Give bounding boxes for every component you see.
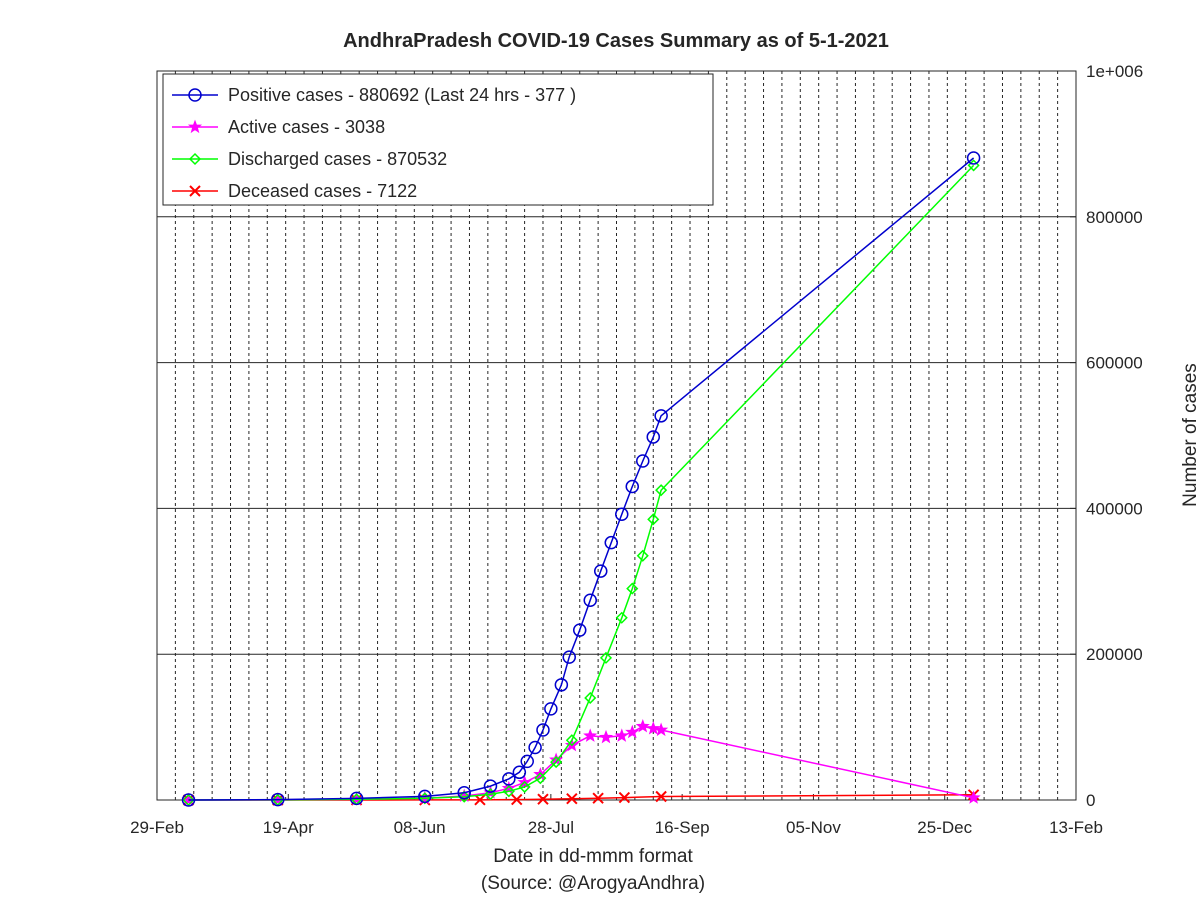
x-tick-label: 28-Jul xyxy=(528,818,574,837)
source-note: (Source: @ArogyaAndhra) xyxy=(481,873,705,894)
marker-circle xyxy=(583,593,597,608)
marker-x xyxy=(537,793,549,805)
marker-star xyxy=(614,728,629,742)
y-tick-label: 600000 xyxy=(1086,354,1143,373)
marker-circle xyxy=(593,564,608,578)
marker-diamond xyxy=(188,152,202,166)
series-circle xyxy=(181,151,981,807)
x-tick-label: 13-Feb xyxy=(1049,818,1103,837)
marker-circle xyxy=(646,430,661,444)
marker-diamond xyxy=(584,691,597,705)
chart-title: AndhraPradesh COVID-19 Cases Summary as … xyxy=(343,30,889,52)
marker-x xyxy=(474,794,486,806)
y-tick-label: 400000 xyxy=(1086,499,1143,518)
y-tick-label: 800000 xyxy=(1086,208,1143,227)
marker-circle xyxy=(520,754,534,769)
x-tick-label: 25-Dec xyxy=(917,818,972,837)
marker-diamond xyxy=(647,513,660,526)
x-axis-label: Date in dd-mmm format xyxy=(493,846,693,867)
x-tick-label: 16-Sep xyxy=(655,818,710,837)
marker-diamond xyxy=(550,756,563,769)
marker-circle xyxy=(615,507,629,521)
marker-diamond xyxy=(626,582,639,595)
marker-circle xyxy=(604,535,618,550)
marker-circle xyxy=(457,785,471,800)
marker-circle xyxy=(654,409,668,423)
marker-x xyxy=(511,793,523,806)
marker-circle xyxy=(188,88,202,102)
marker-circle xyxy=(349,791,364,806)
marker-star xyxy=(966,790,981,804)
marker-circle xyxy=(572,623,587,637)
marker-circle xyxy=(554,678,569,692)
legend-entry-label: Active cases - 3038 xyxy=(228,117,385,137)
legend-entry-label: Deceased cases - 7122 xyxy=(228,181,417,201)
marker-circle xyxy=(625,479,640,494)
marker-circle xyxy=(512,765,527,780)
marker-diamond xyxy=(484,788,497,801)
marker-circle xyxy=(636,454,650,468)
marker-x xyxy=(189,185,201,197)
marker-circle xyxy=(528,740,542,755)
marker-circle xyxy=(418,789,432,804)
marker-x xyxy=(566,792,578,805)
marker-star xyxy=(583,728,598,742)
marker-star xyxy=(625,724,640,739)
data-series xyxy=(181,151,981,807)
x-tick-label: 08-Jun xyxy=(394,818,446,837)
marker-star xyxy=(187,119,203,134)
x-axis-ticks: 29-Feb 19-Apr 08-Jun 28-Jul 16-Sep 05-Nov 25-D… xyxy=(130,794,1103,837)
series-line xyxy=(188,164,975,801)
marker-diamond xyxy=(182,793,195,807)
marker-circle xyxy=(536,723,550,737)
marker-diamond xyxy=(502,785,515,798)
marker-star xyxy=(598,729,614,744)
marker-diamond xyxy=(534,772,547,785)
marker-diamond xyxy=(615,611,628,624)
plot-area-frame xyxy=(156,70,1077,801)
marker-circle xyxy=(181,793,196,807)
marker-circle xyxy=(502,772,516,786)
y-axis-ticks: 0 200000 400000 600000 800000 1e+006 xyxy=(1070,62,1143,810)
marker-x xyxy=(655,790,667,803)
legend-entry-label: Discharged cases - 870532 xyxy=(228,149,447,169)
marker-x xyxy=(618,791,631,804)
marker-circle xyxy=(544,702,558,716)
x-tick-label: 19-Apr xyxy=(263,818,314,837)
marker-star xyxy=(646,721,661,735)
marker-x xyxy=(592,792,604,804)
marker-circle xyxy=(483,779,498,793)
legend-box xyxy=(162,73,714,206)
marker-star xyxy=(654,722,669,737)
marker-circle xyxy=(562,650,576,664)
marker-diamond xyxy=(636,549,649,562)
x-tick-label: 05-Nov xyxy=(786,818,841,837)
marker-diamond xyxy=(518,780,531,793)
legend-entry-label: Positive cases - 880692 (Last 24 hrs - 3… xyxy=(228,85,576,105)
marker-diamond xyxy=(458,790,471,803)
horizontal-gridlines xyxy=(157,216,1076,655)
marker-diamond xyxy=(565,734,578,747)
y-tick-label: 200000 xyxy=(1086,645,1143,664)
marker-circle xyxy=(271,792,285,807)
y-axis-label: Number of cases xyxy=(1180,363,1200,507)
y-tick-label: 0 xyxy=(1086,791,1095,810)
marker-diamond xyxy=(655,484,668,497)
x-tick-label: 29-Feb xyxy=(130,818,184,837)
marker-circle xyxy=(966,151,981,165)
legend: Positive cases - 880692 (Last 24 hrs - 3… xyxy=(162,73,714,206)
marker-diamond xyxy=(599,651,613,664)
marker-star xyxy=(635,718,650,733)
y-tick-label: 1e+006 xyxy=(1086,62,1143,81)
